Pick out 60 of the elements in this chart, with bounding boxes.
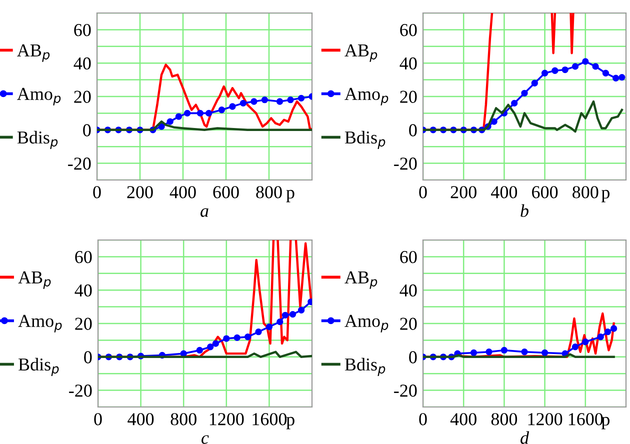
y-tick-label: 0 [409,351,417,364]
y-tick-label: -20 [68,158,91,170]
y-tick-label: 0 [83,124,91,136]
y-tick-label: 40 [74,57,91,70]
x-tick-label: 800 [491,413,518,426]
legend-label: AB$_{p}$ [344,271,378,289]
x-tick-label: 0 [93,186,101,198]
x-tick-label: 400 [128,413,154,426]
x-tick-label: 200 [127,186,153,198]
x-tick-label: 400 [491,186,518,198]
y-tick-label: 0 [84,351,92,364]
x-tick-label: 800 [572,186,598,198]
y-tick-label: 20 [400,90,417,103]
legend-label: Amo$_{p}$ [18,314,62,332]
x-tick-label: 0 [419,413,427,426]
text: c [202,435,209,444]
y-tick-label: 20 [400,318,417,330]
legend-label: AB$_{p}$ [344,44,378,62]
x-tick-label: 1600 [252,413,287,426]
legend-label: Bdis$_{p}$ [344,358,386,376]
y-tick-label: 60 [400,250,417,264]
text: d [520,431,530,444]
y-tick-label: 20 [74,90,91,103]
legend-label: Amo$_{p}$ [344,314,388,332]
x-tick-label: 200 [450,186,476,198]
y-tick-label: 60 [75,250,92,264]
y-tick-label: -20 [69,384,92,397]
text: a [200,208,208,217]
x-tick-label: 1200 [528,413,562,426]
x-tick-label: 1200 [210,413,244,426]
legend-label: Bdis$_{p}$ [18,358,59,376]
legend-label: AB$_{p}$ [18,271,51,289]
legend-label: Amo$_{p}$ [344,88,388,106]
x-tick-label: 800 [170,413,196,426]
y-tick-label: -20 [394,158,417,170]
y-tick-label: 60 [400,24,417,36]
x-axis-title: p [601,416,610,430]
y-tick-label: 40 [400,57,417,70]
x-tick-label: 0 [419,186,427,198]
x-axis-title: p [286,416,294,430]
legend-label: AB$_{p}$ [17,44,50,62]
legend-label: Amo$_{p}$ [17,88,61,106]
x-tick-label: 400 [450,413,476,426]
y-tick-label: 60 [74,24,91,36]
x-tick-label: 600 [213,186,239,198]
y-tick-label: -20 [394,384,417,397]
y-tick-label: 40 [400,284,417,297]
x-axis-title: p [601,190,610,202]
y-tick-label: 40 [74,284,92,297]
x-tick-label: 0 [94,413,102,426]
x-tick-label: 1600 [568,413,603,426]
x-tick-label: 600 [532,186,558,198]
legend-label: Bdis$_{p}$ [17,130,58,150]
x-tick-label: 800 [256,186,282,198]
legend-label: Bdis$_{p}$ [344,130,386,150]
text: b [520,204,528,217]
x-axis-title: p [286,190,294,202]
y-tick-label: 20 [75,318,92,330]
y-tick-label: 0 [409,124,417,136]
x-tick-label: 400 [170,186,196,198]
